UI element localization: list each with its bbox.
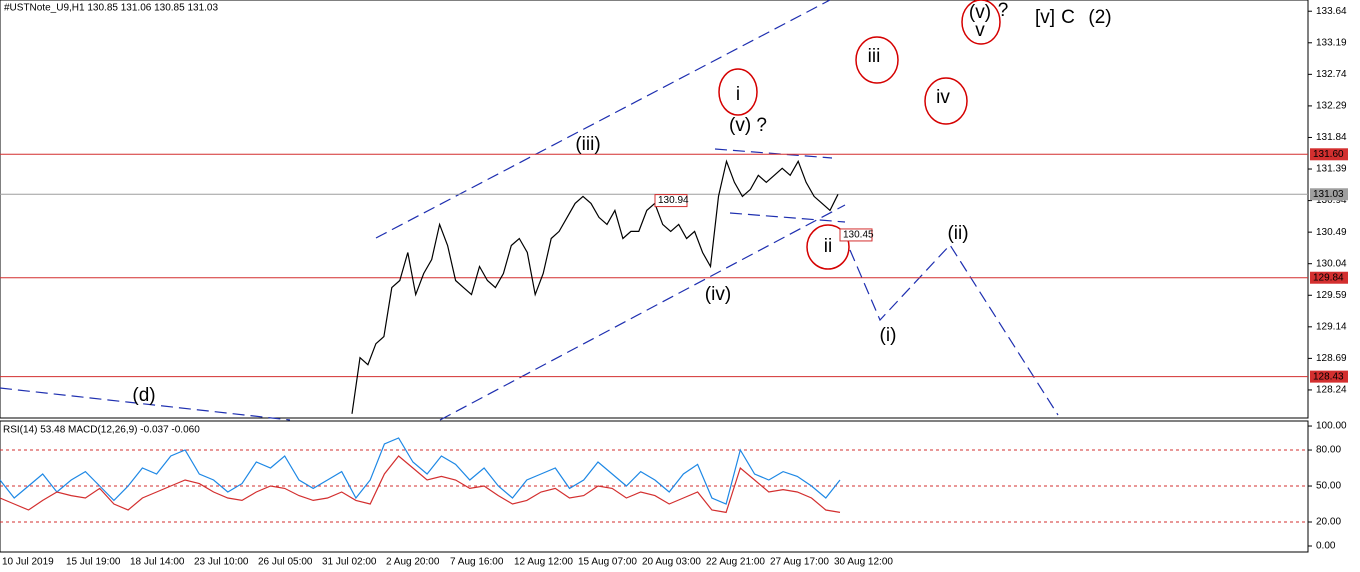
wave-label: iii xyxy=(868,46,881,67)
chart-header: #USTNote_U9,H1 130.85 131.06 130.85 131.… xyxy=(4,3,218,14)
wave-label: (v) xyxy=(969,2,991,23)
y-tick-label: 130.04 xyxy=(1316,258,1347,269)
y-tick-label: 100.00 xyxy=(1316,421,1347,432)
y-tick-label: 131.39 xyxy=(1316,164,1347,175)
time-label: 2 Aug 20:00 xyxy=(386,557,440,568)
time-label: 27 Aug 17:00 xyxy=(770,557,829,568)
wave-label: ii xyxy=(824,236,832,257)
y-tick-label: 128.69 xyxy=(1316,353,1347,364)
level-tag-label: 129.84 xyxy=(1313,272,1344,283)
price-tag-label: 130.94 xyxy=(658,195,689,206)
price-tag xyxy=(839,228,873,242)
wave-circles xyxy=(718,0,1001,270)
wave-label: (iii) xyxy=(575,134,600,155)
price-tag-label: 130.45 xyxy=(843,230,874,241)
level-tag xyxy=(1310,370,1348,383)
wave-label: C xyxy=(1061,7,1075,28)
y-tick-label: 129.14 xyxy=(1316,321,1347,332)
level-tag-label: 128.43 xyxy=(1313,371,1344,382)
y-tick-label: 80.00 xyxy=(1316,445,1341,456)
main-pane xyxy=(0,0,1309,419)
time-label: 18 Jul 14:00 xyxy=(130,557,185,568)
wave-label: v xyxy=(975,20,985,41)
time-label: 23 Jul 10:00 xyxy=(194,557,249,568)
time-label: 26 Jul 05:00 xyxy=(258,557,313,568)
series-line xyxy=(351,159,839,414)
time-label: 7 Aug 16:00 xyxy=(450,557,504,568)
time-label: 30 Aug 12:00 xyxy=(834,557,893,568)
level-tag-label: 131.03 xyxy=(1313,189,1344,200)
wave-label: (iv) xyxy=(705,284,731,305)
y-tick-label: 132.74 xyxy=(1316,69,1347,80)
y-tick-label: 0.00 xyxy=(1316,541,1336,552)
wave-label: (v) ? xyxy=(729,115,767,136)
price-tag xyxy=(654,194,688,208)
time-label: 15 Jul 19:00 xyxy=(66,557,121,568)
y-tick-label: 132.29 xyxy=(1316,101,1347,112)
wave-label: (d) xyxy=(132,385,155,406)
trend-lines xyxy=(0,0,1059,421)
y-tick-label: 133.64 xyxy=(1316,6,1347,17)
series-line xyxy=(0,455,841,514)
time-label: 31 Jul 02:00 xyxy=(322,557,377,568)
wave-label: i xyxy=(736,84,740,105)
y-tick-label: 130.49 xyxy=(1316,227,1347,238)
level-tag-label: 131.60 xyxy=(1313,149,1344,160)
y-tick-label: 131.84 xyxy=(1316,132,1347,143)
y-tick-label: 128.24 xyxy=(1316,385,1347,396)
y-tick-label: 20.00 xyxy=(1316,517,1341,528)
time-label: 15 Aug 07:00 xyxy=(578,557,637,568)
wave-label: (ii) xyxy=(947,223,968,244)
level-tag xyxy=(1310,271,1348,284)
level-tag xyxy=(1310,188,1348,201)
y-tick-label: 133.19 xyxy=(1316,37,1347,48)
wave-label: (2) xyxy=(1088,7,1111,28)
time-label: 10 Jul 2019 xyxy=(2,557,54,568)
indicator-header: RSI(14) 53.48 MACD(12,26,9) -0.037 -0.06… xyxy=(3,425,200,436)
y-tick-label: 50.00 xyxy=(1316,481,1341,492)
y-tick-label: 130.94 xyxy=(1316,195,1347,206)
time-label: 22 Aug 21:00 xyxy=(706,557,765,568)
series-line xyxy=(0,437,841,505)
wave-label: (i) xyxy=(880,325,897,346)
time-label: 20 Aug 03:00 xyxy=(642,557,701,568)
y-tick-label: 129.59 xyxy=(1316,290,1347,301)
wave-label: [v] xyxy=(1035,7,1055,28)
wave-label: iv xyxy=(936,87,950,108)
level-tag xyxy=(1310,148,1348,161)
wave-label: ? xyxy=(998,0,1009,21)
time-label: 12 Aug 12:00 xyxy=(514,557,573,568)
